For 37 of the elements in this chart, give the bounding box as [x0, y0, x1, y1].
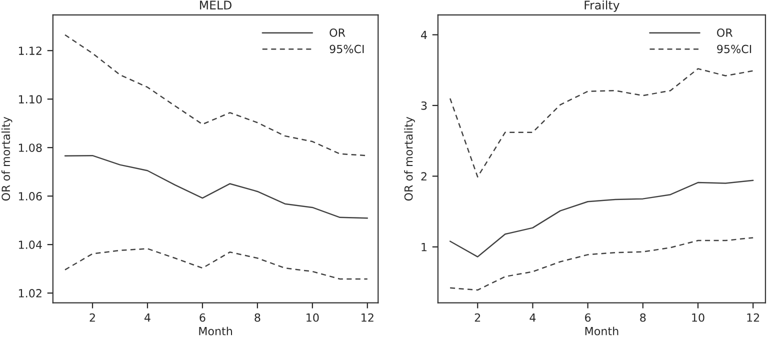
- x-tick-label: 12: [747, 313, 760, 322]
- y-axis-title: OR of mortality: [1, 116, 12, 201]
- x-tick-label: 10: [306, 313, 319, 322]
- x-tick-label: 2: [90, 313, 95, 322]
- y-tick-label: 1.04: [18, 240, 42, 249]
- legend-label: 95%CI: [330, 44, 364, 54]
- x-tick-label: 8: [640, 313, 646, 322]
- legend-label: 95%CI: [717, 44, 752, 54]
- x-axis-title: Month: [585, 326, 618, 336]
- chart-title: MELD: [200, 0, 232, 10]
- x-tick-label: 12: [362, 313, 374, 322]
- y-tick-label: 4: [421, 30, 427, 39]
- line-series: [64, 154, 368, 219]
- x-tick-label: 10: [692, 313, 704, 322]
- y-tick-label: 1: [422, 243, 427, 252]
- y-tick-label: 3: [421, 101, 427, 110]
- y-tick-label: 1.12: [18, 46, 42, 55]
- x-tick-label: 4: [144, 314, 150, 322]
- y-tick-label: 1.08: [18, 144, 42, 152]
- chart-title: Frailty: [584, 0, 620, 12]
- x-tick-label: 4: [530, 314, 536, 322]
- x-tick-label: 2: [474, 313, 480, 322]
- x-axis-title: Month: [199, 326, 232, 336]
- y-tick-label: 1.02: [18, 289, 42, 298]
- x-tick-label: 8: [254, 313, 260, 322]
- x-tick-label: 6: [200, 313, 206, 322]
- y-tick-label: 2: [421, 172, 426, 180]
- y-tick-label: 1.10: [18, 95, 42, 104]
- line-series: [449, 68, 754, 178]
- line-series: [449, 180, 754, 258]
- x-tick-label: 6: [585, 313, 591, 322]
- legend-label: OR: [717, 28, 733, 37]
- y-axis-title: OR of mortality: [404, 116, 415, 201]
- line-series: [449, 237, 754, 291]
- legend-label: OR: [330, 28, 346, 37]
- y-tick-label: 1.06: [18, 192, 42, 200]
- line-series: [64, 248, 368, 280]
